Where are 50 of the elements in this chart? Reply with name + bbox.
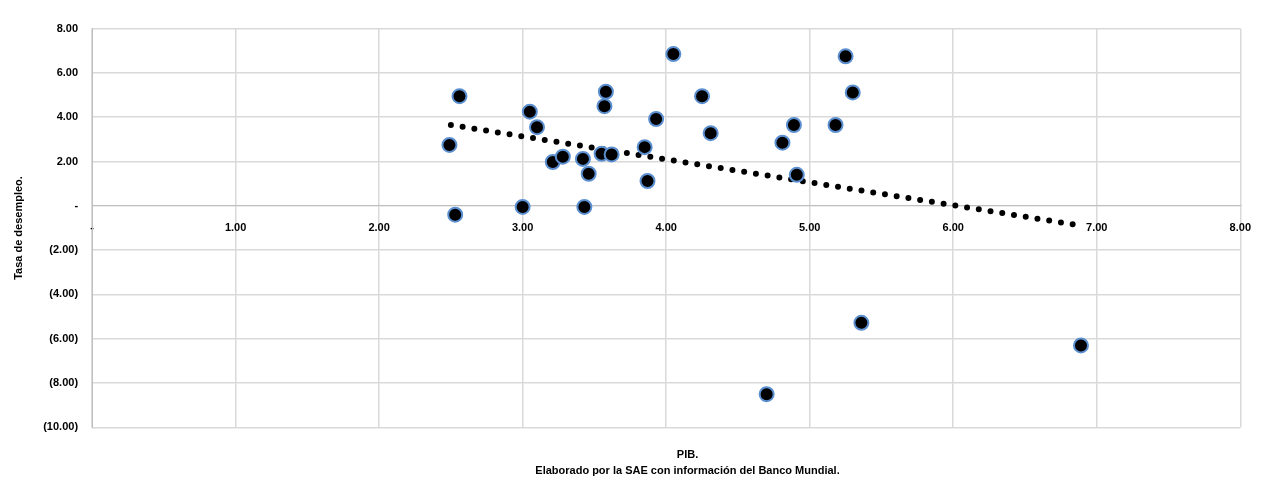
x-tick-label: 8.00 <box>1229 221 1252 234</box>
point <box>451 88 468 105</box>
x-tick-label: 4.00 <box>655 221 677 234</box>
point <box>514 198 531 215</box>
y-tick-label: 4.00 <box>56 110 79 123</box>
x-tick-label: 1.00 <box>224 221 247 234</box>
y-tick-label: (2.00) <box>49 243 79 256</box>
point <box>827 116 844 133</box>
point <box>521 103 538 120</box>
point <box>648 111 665 127</box>
point <box>844 84 861 101</box>
point <box>447 206 464 223</box>
point <box>554 148 571 165</box>
point <box>529 119 545 136</box>
point <box>702 125 719 142</box>
x-tick-label: 6.00 <box>942 221 964 234</box>
x-tick-label: 2.00 <box>368 221 390 234</box>
point <box>788 166 805 183</box>
y-tick-label: 6.00 <box>56 65 79 78</box>
point <box>441 136 458 153</box>
point <box>574 150 591 167</box>
x-tick-label: 5.00 <box>798 221 821 234</box>
point <box>785 116 802 133</box>
point <box>603 146 620 163</box>
point <box>1072 337 1089 354</box>
x-tick-label: 7.00 <box>1086 221 1108 234</box>
point <box>837 48 854 65</box>
point <box>597 83 614 100</box>
x-tick-label: 3.00 <box>511 221 534 234</box>
point <box>576 198 593 215</box>
y-tick-label: 8.00 <box>56 21 79 34</box>
point <box>636 139 653 156</box>
y-tick-label: (10.00) <box>43 420 79 433</box>
y-tick-label: - <box>74 198 79 211</box>
point <box>694 88 711 105</box>
point <box>758 386 775 403</box>
point <box>596 98 613 115</box>
y-tick-label: (4.00) <box>49 287 79 300</box>
y-tick-label: (6.00) <box>49 331 79 344</box>
point <box>853 314 870 331</box>
point <box>580 165 597 182</box>
point <box>774 134 791 151</box>
text: Elaborado por la SAE con información del Banco Mundial. <box>534 464 841 476</box>
point <box>665 46 682 63</box>
x-tick-label: - <box>90 221 95 234</box>
y-axis-title: Tasa de desempleo. <box>11 176 24 280</box>
y-tick-label: 2.00 <box>56 154 79 167</box>
y-tick-label: (8.00) <box>49 376 79 389</box>
x-axis-title: PIB. <box>675 448 700 460</box>
point <box>639 173 656 190</box>
